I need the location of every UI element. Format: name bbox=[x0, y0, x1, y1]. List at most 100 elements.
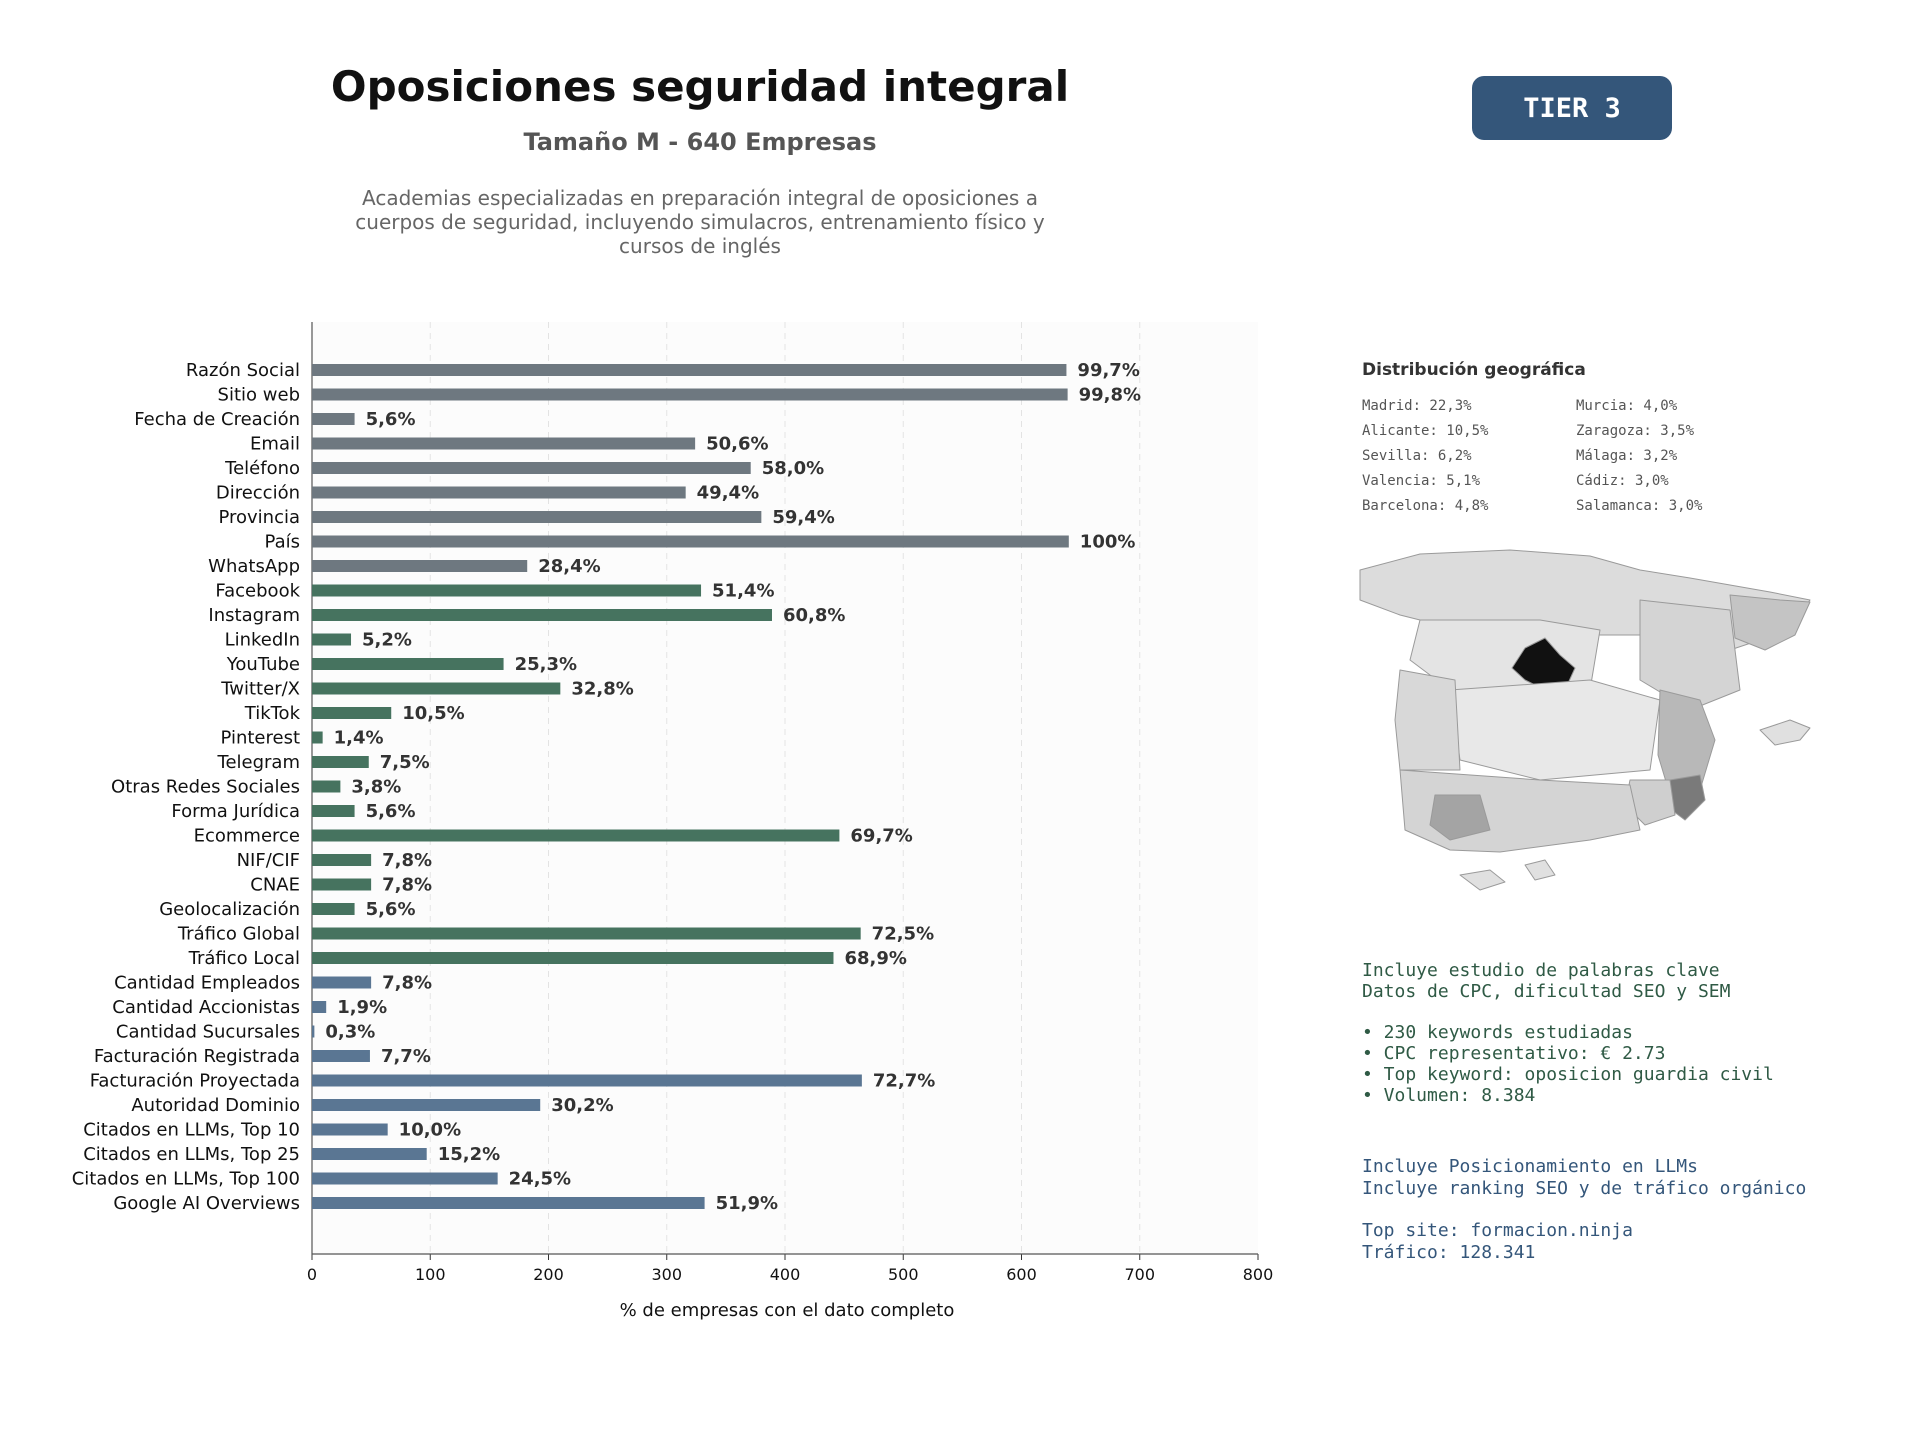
value-label: 28,4% bbox=[538, 556, 600, 577]
geo-title: Distribución geográfica bbox=[1362, 360, 1586, 380]
spain-map bbox=[1359, 549, 1811, 891]
category-label: Autoridad Dominio bbox=[131, 1095, 300, 1116]
value-label: 1,9% bbox=[337, 997, 387, 1018]
value-label: 10,0% bbox=[399, 1120, 461, 1141]
category-label: NIF/CIF bbox=[237, 850, 300, 871]
bar bbox=[312, 364, 1067, 376]
value-label: 7,8% bbox=[382, 850, 432, 871]
tier-badge: TIER 3 bbox=[1472, 76, 1672, 140]
bar bbox=[312, 1197, 705, 1209]
x-tick-label: 0 bbox=[307, 1265, 317, 1284]
bar bbox=[312, 1172, 498, 1185]
bar bbox=[312, 707, 392, 719]
geo-item: Cádiz: 3,0% bbox=[1576, 473, 1669, 489]
llm-line: Incluye ranking SEO y de tráfico orgánic… bbox=[1362, 1178, 1807, 1199]
geo-distribution: Distribución geográfica Madrid: 22,3% Mu… bbox=[1362, 360, 1882, 514]
category-label: Citados en LLMs, Top 10 bbox=[83, 1120, 300, 1141]
bar bbox=[312, 560, 528, 572]
x-tick-label: 200 bbox=[533, 1265, 564, 1284]
chart-description: Academias especializadas en preparación … bbox=[355, 186, 1045, 258]
x-tick-label: 800 bbox=[1243, 1265, 1274, 1284]
category-label: Cantidad Empleados bbox=[114, 973, 300, 994]
geo-item: Valencia: 5,1% bbox=[1362, 473, 1481, 489]
category-label: Facebook bbox=[215, 581, 300, 602]
category-label: TikTok bbox=[244, 703, 301, 724]
bar bbox=[312, 511, 762, 523]
seo-bullet: • CPC representativo: € 2.73 bbox=[1362, 1043, 1666, 1064]
category-label: Provincia bbox=[218, 507, 300, 528]
category-label: Pinterest bbox=[220, 728, 300, 749]
value-label: 0,3% bbox=[325, 1022, 375, 1043]
category-label: LinkedIn bbox=[225, 630, 300, 651]
value-label: 1,4% bbox=[334, 728, 384, 749]
value-label: 100% bbox=[1080, 532, 1136, 553]
geo-item: Murcia: 4,0% bbox=[1576, 398, 1678, 414]
bar bbox=[312, 927, 861, 940]
geo-list: Madrid: 22,3% Murcia: 4,0% Alicante: 10,… bbox=[1362, 398, 1882, 514]
value-label: 7,7% bbox=[381, 1046, 431, 1067]
category-label: Ecommerce bbox=[194, 826, 300, 847]
seo-bullet: • 230 keywords estudiadas bbox=[1362, 1022, 1633, 1043]
bar bbox=[312, 437, 696, 450]
llm-info: Incluye Posicionamiento en LLMs Incluye … bbox=[1362, 1156, 1902, 1264]
map-region-extremadura bbox=[1394, 669, 1461, 771]
value-label: 3,8% bbox=[351, 777, 401, 798]
category-label: Facturación Proyectada bbox=[90, 1071, 300, 1092]
x-tick-label: 300 bbox=[651, 1265, 682, 1284]
category-label: Dirección bbox=[216, 483, 300, 504]
bar bbox=[312, 976, 372, 989]
category-label: País bbox=[265, 532, 300, 553]
bar-chart: 0 100 200 300 400 500 600 700 800 Razón Social 99,… bbox=[72, 322, 1274, 1321]
seo-info: Incluye estudio de palabras clave Datos … bbox=[1362, 960, 1902, 1106]
bar bbox=[312, 854, 372, 866]
bar bbox=[312, 1123, 388, 1136]
category-label: Instagram bbox=[208, 605, 300, 626]
bar bbox=[312, 413, 355, 425]
category-label: Fecha de Creación bbox=[134, 409, 300, 430]
bar bbox=[312, 952, 834, 964]
value-label: 58,0% bbox=[762, 458, 824, 479]
bar bbox=[312, 462, 751, 474]
geo-item: Zaragoza: 3,5% bbox=[1576, 423, 1695, 439]
category-label: Otras Redes Sociales bbox=[111, 777, 300, 798]
seo-bullet: • Top keyword: oposicion guardia civil bbox=[1362, 1064, 1774, 1085]
value-label: 72,7% bbox=[873, 1071, 935, 1092]
category-label: Facturación Registrada bbox=[94, 1046, 300, 1067]
chart-title: Oposiciones seguridad integral bbox=[330, 62, 1070, 111]
value-label: 51,9% bbox=[716, 1193, 778, 1214]
bar bbox=[312, 535, 1069, 548]
value-label: 5,2% bbox=[362, 630, 412, 651]
bar bbox=[312, 731, 323, 744]
map-region-baleares bbox=[1759, 719, 1811, 746]
value-label: 5,6% bbox=[366, 801, 416, 822]
bar bbox=[312, 1050, 370, 1062]
bar bbox=[312, 633, 352, 646]
bar bbox=[312, 388, 1068, 401]
value-label: 50,6% bbox=[706, 434, 768, 455]
bar bbox=[312, 584, 702, 597]
category-label: YouTube bbox=[226, 654, 300, 675]
bar bbox=[312, 486, 686, 499]
value-label: 25,3% bbox=[515, 654, 577, 675]
bar bbox=[312, 658, 504, 670]
seo-bullet: • Volumen: 8.384 bbox=[1362, 1085, 1536, 1106]
seo-line: Incluye estudio de palabras clave bbox=[1362, 960, 1720, 981]
bar bbox=[312, 878, 372, 891]
value-label: 69,7% bbox=[850, 826, 912, 847]
bar bbox=[312, 1099, 541, 1111]
category-label: Razón Social bbox=[186, 360, 300, 381]
value-label: 99,7% bbox=[1077, 360, 1139, 381]
geo-item: Málaga: 3,2% bbox=[1576, 448, 1678, 464]
chart-subtitle: Tamaño M - 640 Empresas bbox=[523, 128, 877, 156]
geo-item: Barcelona: 4,8% bbox=[1362, 498, 1489, 514]
bar bbox=[312, 780, 341, 793]
bar bbox=[312, 682, 561, 695]
bar bbox=[312, 1074, 862, 1087]
value-label: 5,6% bbox=[366, 899, 416, 920]
value-label: 30,2% bbox=[551, 1095, 613, 1116]
x-tick-label: 700 bbox=[1124, 1265, 1155, 1284]
category-label: Twitter/X bbox=[220, 679, 300, 700]
x-tick-label: 500 bbox=[888, 1265, 919, 1284]
value-label: 49,4% bbox=[697, 483, 759, 504]
map-region-castilla-mancha bbox=[1449, 679, 1661, 781]
